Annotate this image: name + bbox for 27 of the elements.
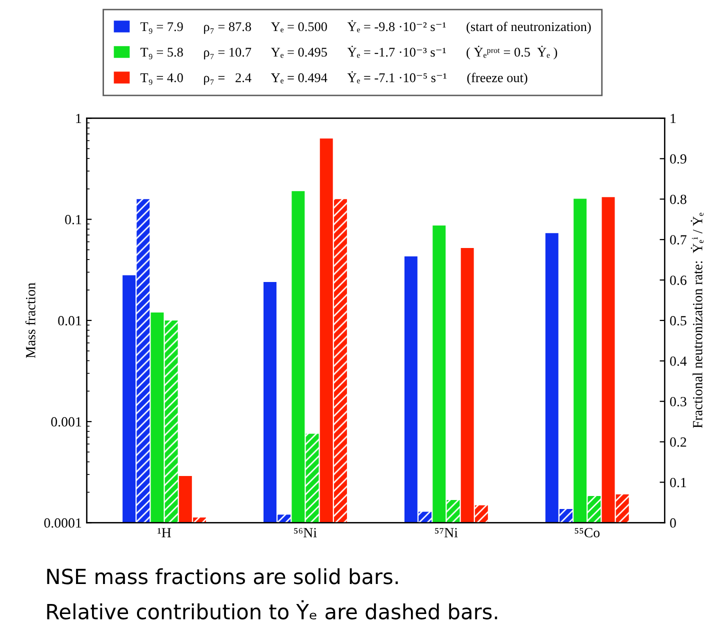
y2-tick-label: 0.9 — [670, 154, 686, 164]
text: Relative contribution to Ẏₑ are dashed bars. — [47, 600, 498, 620]
text: NSE mass fractions are solid bars. — [47, 568, 398, 584]
legend-label: T₉ = 4.0 ρ₇ = 2.4 Yₑ = 0.494 Ẏₑ = -7.1 ·10⁻⁵ s⁻¹ (freeze out) — [140, 71, 528, 85]
y-tick-label: 0.0001 — [44, 518, 82, 528]
y2-tick-label: 0.4 — [670, 356, 687, 366]
x-tick-label: ⁵⁶Ni — [294, 528, 317, 538]
x-tick-label: ⁵⁷Ni — [435, 528, 458, 538]
y2-tick-label: 0 — [670, 518, 676, 528]
y2-tick-label: 0.3 — [670, 396, 686, 406]
y2-tick-label: 1 — [670, 114, 676, 124]
y-tick-label: 0.1 — [65, 214, 82, 224]
y2-axis-title: Fractional neutronization rate: Ẏₑⁱ / Ẏₑ — [690, 212, 704, 428]
y2-tick-label: 0.2 — [670, 437, 686, 447]
y2-tick-label: 0.8 — [670, 194, 686, 204]
legend-label: T₉ = 5.8 ρ₇ = 10.7 Yₑ = 0.495 Ẏₑ = -1.7 ·10⁻³ s⁻¹ ( Ẏₑᵖʳᵒᵗ = 0.5 Ẏₑ ) — [140, 46, 558, 60]
y-tick-label: 0.01 — [58, 316, 82, 326]
y2-tick-label: 0.7 — [670, 235, 686, 245]
y-tick-label: 0.001 — [51, 417, 82, 427]
legend-label: T₉ = 7.9 ρ₇ = 87.8 Yₑ = 0.500 Ẏₑ = -9.8 ·10⁻² s⁻¹ (start of neutronization) — [140, 20, 591, 34]
y2-tick-label: 0.1 — [670, 478, 686, 488]
y-axis-title: Mass fraction — [25, 282, 36, 358]
x-tick-label: ⁵⁵Co — [574, 528, 600, 538]
y2-tick-label: 0.6 — [670, 276, 686, 286]
x-tick-label: ¹H — [158, 528, 171, 538]
y2-tick-label: 0.5 — [670, 316, 686, 326]
y-tick-label: 1 — [76, 114, 82, 124]
